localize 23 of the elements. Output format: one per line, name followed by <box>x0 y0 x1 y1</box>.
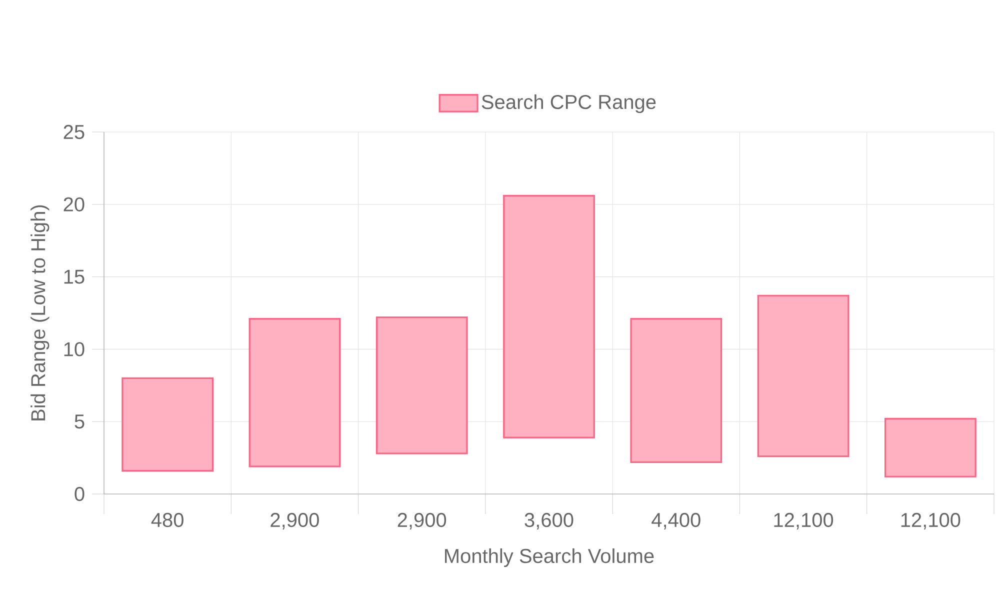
y-tick-label: 20 <box>64 197 84 212</box>
y-tick-label: 0 <box>74 486 84 502</box>
y-axis-title: Bid Range (Low to High) <box>30 205 50 420</box>
bar <box>884 418 976 478</box>
y-tick-label: 15 <box>64 270 84 284</box>
bar <box>630 318 722 463</box>
legend-label: Search CPC Range <box>482 94 656 114</box>
bar <box>376 316 468 454</box>
y-tick-label: 10 <box>64 342 84 356</box>
bar <box>248 318 341 468</box>
x-tick-label: 12,100 <box>901 512 960 530</box>
x-tick-label: 480 <box>151 512 184 528</box>
x-tick-label: 2,900 <box>398 512 446 530</box>
y-tick-label: 5 <box>74 414 84 429</box>
y-tick-label: 25 <box>64 124 84 140</box>
x-tick-label: 3,600 <box>524 512 574 530</box>
bar <box>503 194 595 438</box>
bar <box>757 294 850 458</box>
x-tick-label: 12,100 <box>774 512 834 530</box>
x-tick-label: 4,400 <box>652 512 700 530</box>
bar <box>122 377 214 472</box>
x-tick-label: 2,900 <box>270 512 319 530</box>
x-axis-title: Monthly Search Volume <box>445 548 654 568</box>
